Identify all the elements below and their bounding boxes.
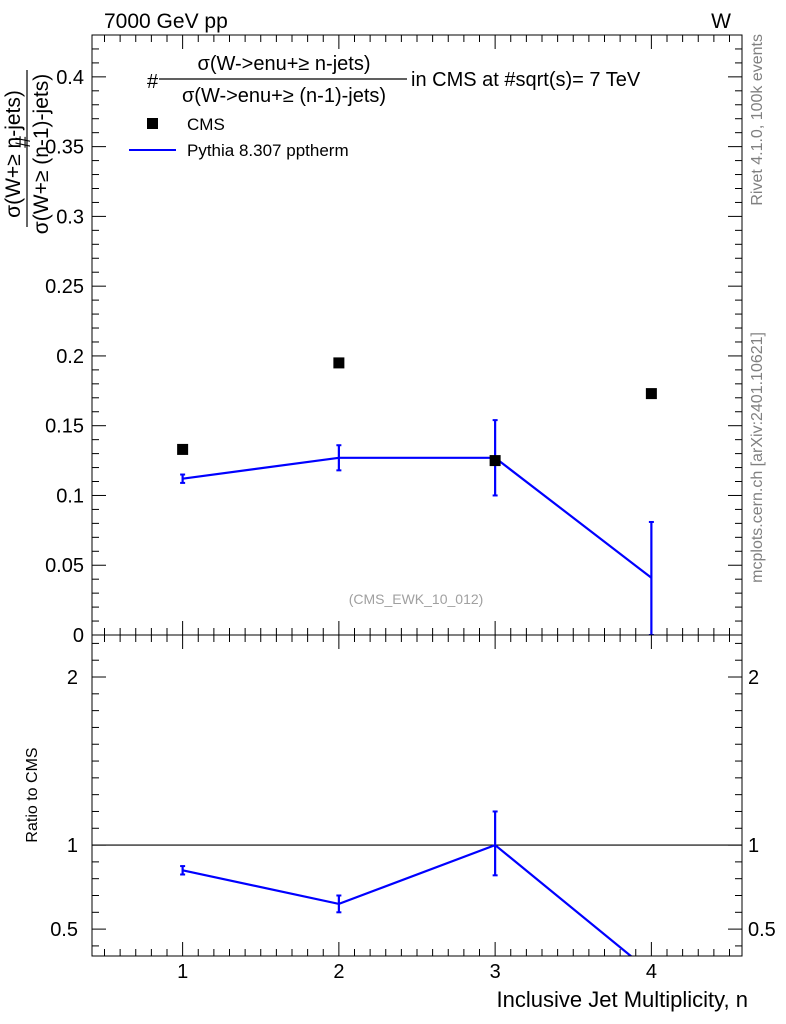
ylabel-numerator: σ(W+≥ n-jets) [2, 90, 25, 218]
y-tick-label: 0.2 [56, 346, 84, 368]
y-tick-label: 0.25 [45, 276, 84, 298]
legend-cms-marker [147, 118, 158, 129]
y-tick-label: 0.15 [45, 416, 84, 438]
title-suffix: in CMS at #sqrt(s)= 7 TeV [411, 69, 641, 91]
y-tick-label: 0.3 [56, 206, 84, 228]
x-tick-label: 2 [333, 961, 344, 983]
ratio-panel: 0.5 0.5 1 1 2 2 1 2 3 4 [50, 635, 776, 983]
ratio-y-tick-label-right: 1 [748, 835, 759, 857]
ratio-y-tick-label: 1 [67, 835, 78, 857]
ratio-y-tick-label-right: 0.5 [748, 919, 776, 941]
mcplots-reference-label: mcplots.cern.ch [arXiv:2401.10621] [749, 332, 766, 583]
ratio-y-tick-label: 0.5 [50, 919, 78, 941]
y-tick-label: 0.4 [56, 67, 84, 89]
ratio-plot-area [92, 810, 742, 956]
title-prefix: # [147, 71, 159, 93]
cms-data-point [333, 357, 345, 369]
y-tick-label: 0.05 [45, 555, 84, 577]
main-plot-area [177, 357, 657, 635]
legend: CMS Pythia 8.307 pptherm [129, 115, 349, 160]
ylabel-prefix: # [12, 136, 35, 148]
x-tick-label: 4 [646, 961, 657, 983]
header-energy: 7000 GeV pp [104, 10, 228, 33]
ratio-frame [91, 634, 743, 957]
legend-pythia-label: Pythia 8.307 pptherm [187, 141, 349, 160]
cms-data-point [645, 388, 657, 400]
ratio-y-tick-label-right: 2 [748, 667, 759, 689]
analysis-reference: (CMS_EWK_10_012) [349, 591, 484, 607]
legend-cms-label: CMS [187, 115, 225, 134]
pythia-line [182, 456, 653, 579]
cms-data-point [489, 455, 501, 467]
title-numerator: σ(W->enu+≥ n-jets) [197, 53, 370, 75]
ylabel-denominator: σ(W+≥ (n-1)-jets) [30, 74, 53, 234]
x-tick-label: 1 [177, 961, 188, 983]
xaxis-label: Inclusive Jet Multiplicity, n [497, 987, 748, 1012]
y-tick-label: 0.1 [56, 485, 84, 507]
x-tick-label: 3 [490, 961, 501, 983]
cms-data-point [177, 443, 189, 455]
plot-title: # σ(W->enu+≥ n-jets) σ(W->enu+≥ (n-1)-je… [147, 53, 641, 107]
ratio-y-tick-label: 2 [67, 667, 78, 689]
ratio-line [182, 843, 633, 956]
main-ylabel: # σ(W+≥ n-jets) σ(W+≥ (n-1)-jets) [2, 70, 53, 234]
main-panel: 0 0.05 0.1 0.15 0.2 0.25 0.3 0.35 0.4 [45, 34, 742, 647]
ratio-ylabel: Ratio to CMS [24, 747, 41, 842]
y-tick-label: 0 [73, 625, 84, 647]
y-tick-label: 0.35 [45, 137, 84, 159]
header-process: W [711, 10, 731, 33]
rivet-version-label: Rivet 4.1.0, 100k events [749, 34, 766, 206]
title-denominator: σ(W->enu+≥ (n-1)-jets) [182, 85, 386, 107]
